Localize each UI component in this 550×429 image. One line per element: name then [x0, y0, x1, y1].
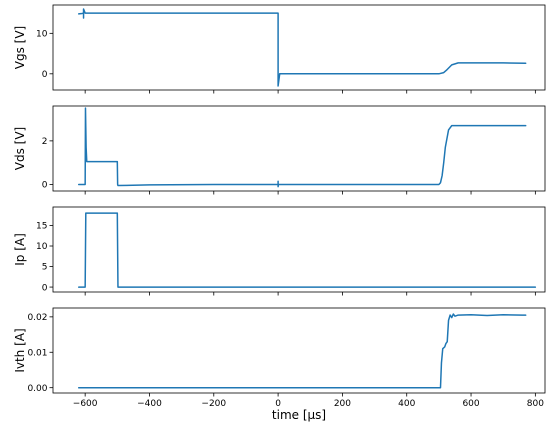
x-tick-label: −200: [201, 399, 226, 409]
x-tick-label: 600: [462, 399, 479, 409]
y-tick-label-vgs: 0: [42, 70, 48, 80]
y-tick-label-ip: 15: [36, 222, 47, 232]
axes-frame-ivth: [52, 307, 546, 394]
x-tick-label: −600: [73, 399, 98, 409]
panel-vgs: 0 10 Vgs [V]: [13, 4, 546, 94]
panel-ivth: 0.00 0.01 0.02 −600 −400 −200 0 200 400 600 800 Ivt…: [13, 307, 546, 409]
y-axis-label-ip: Ip [A]: [13, 233, 27, 266]
x-tick-label: −400: [137, 399, 162, 409]
axes-frame-vgs: [52, 4, 546, 91]
y-tick-label-ip: 10: [36, 242, 48, 252]
y-tick-label-ivth: 0.00: [27, 384, 47, 394]
x-tick-label: 200: [334, 399, 351, 409]
axes-frame-ip: [52, 206, 546, 293]
x-tick-label: 800: [527, 399, 544, 409]
y-tick-label-vds: 2: [42, 137, 48, 147]
series-line-ivth: [77, 313, 527, 389]
y-tick-label-vgs: 10: [36, 30, 48, 40]
y-tick-label-ip: 0: [42, 283, 48, 293]
panel-vds: 0 2 Vds [V]: [13, 105, 546, 195]
y-tick-label-ivth: 0.02: [27, 313, 47, 323]
y-tick-label-ip: 5: [42, 263, 48, 273]
y-tick-label-vds: 0: [42, 181, 48, 191]
y-tick-label-ivth: 0.01: [27, 348, 47, 358]
axes-frame-vds: [52, 105, 546, 192]
x-axis-label: time [µs]: [272, 408, 326, 422]
panel-ip: 0 5 10 15 Ip [A]: [13, 206, 546, 296]
y-axis-label-vds: Vds [V]: [13, 127, 27, 170]
x-tick-label: 0: [275, 399, 281, 409]
series-line-vgs: [77, 8, 527, 87]
y-axis-label-vgs: Vgs [V]: [13, 26, 27, 69]
x-tick-label: 400: [398, 399, 415, 409]
series-line-vds: [77, 107, 527, 188]
series-line-ip: [77, 212, 537, 288]
y-axis-label-ivth: Ivth [A]: [13, 328, 27, 372]
